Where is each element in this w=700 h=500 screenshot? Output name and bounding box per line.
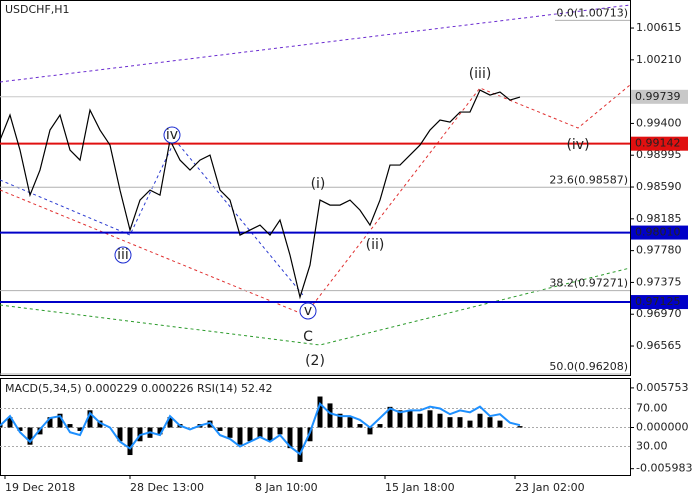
x-tick-label: 23 Jan 02:00: [515, 481, 585, 494]
macd-bar: [77, 427, 83, 431]
level-label: 0.98010: [635, 226, 681, 239]
x-tick-label: 28 Dec 13:00: [130, 481, 204, 494]
y-tick-label: 0.96565: [636, 339, 682, 352]
y-tick-label: 0.98590: [636, 180, 682, 193]
macd-bar: [467, 420, 473, 428]
y-tick-label: 0.96970: [636, 307, 682, 320]
y-tick-label: -0.005983: [636, 462, 692, 475]
level-box: [631, 136, 688, 151]
wave-label: (ii): [366, 237, 385, 253]
macd-bar: [327, 403, 333, 428]
trend-line: [0, 267, 631, 346]
macd-bar: [377, 424, 383, 428]
macd-bar: [367, 427, 373, 435]
y-tick-label: 1.00615: [636, 21, 682, 34]
macd-bar: [287, 427, 293, 449]
trend-line: [0, 84, 631, 316]
macd-bar: [7, 417, 13, 428]
macd-bar: [87, 410, 93, 428]
macd-bar: [167, 417, 173, 428]
macd-bar: [257, 427, 263, 438]
macd-bar: [407, 410, 413, 428]
level-label: 0.99142: [635, 137, 681, 150]
y-tick-label: 0.99400: [636, 116, 682, 129]
wave-label: iii: [117, 247, 129, 263]
y-tick-label: 0.98995: [636, 148, 682, 161]
wave-label: C: [303, 329, 313, 345]
wave-label: (iii): [469, 66, 492, 82]
y-tick-label: 0.005753: [636, 381, 689, 394]
fib-label: 23.6(0.98587): [549, 173, 628, 186]
macd-bar: [477, 413, 483, 428]
y-tick-label: 0.000000: [636, 421, 689, 434]
x-tick-label: 8 Jan 10:00: [255, 481, 318, 494]
y-tick-label: 0.97780: [636, 244, 682, 257]
level-box: [631, 295, 688, 310]
macd-bar: [267, 427, 273, 442]
wave-label: (i): [311, 176, 326, 192]
y-tick-label: 0.97375: [636, 275, 682, 288]
x-tick-label: 15 Jan 18:00: [385, 481, 455, 494]
fib-label: 38.2(0.97271): [549, 277, 628, 290]
level-box: [631, 89, 688, 104]
macd-bar: [437, 413, 443, 428]
macd-bar: [57, 413, 63, 428]
macd-bar: [227, 427, 233, 438]
wave-label: v: [304, 303, 312, 319]
price-line: [0, 89, 521, 300]
wave-labels: (iii) (iv) (i) (ii) iv iii v C (2): [114, 66, 590, 369]
indicator-title: MACD(5,34,5) 0.000229 0.000226 RSI(14) 5…: [5, 382, 272, 395]
y-tick-label: 1.00210: [636, 53, 682, 66]
macd-bar: [47, 417, 53, 428]
fib-label: 50.0(0.96208): [549, 360, 628, 373]
macd-bar: [397, 410, 403, 428]
macd-bar: [487, 417, 493, 428]
macd-bar: [217, 427, 223, 431]
y2-tick-label: 30.00: [636, 440, 668, 453]
wave-label: (iv): [566, 137, 589, 153]
macd-bar: [517, 426, 523, 428]
macd-bar: [157, 427, 163, 435]
macd-bar: [337, 413, 343, 428]
macd-bar: [127, 427, 133, 456]
wave-label: (2): [305, 353, 325, 369]
macd-bar: [97, 420, 103, 428]
y-tick-label: 0.98185: [636, 212, 682, 225]
macd-bar: [297, 427, 303, 462]
macd-bar: [357, 424, 363, 428]
trend-line: [0, 4, 631, 83]
macd-bar: [317, 396, 323, 428]
level-box: [631, 225, 688, 240]
wave-label: iv: [166, 127, 178, 143]
macd-bar: [247, 427, 253, 442]
macd-bar: [497, 420, 503, 428]
level-label: 0.99739: [635, 90, 681, 103]
chart-title: USDCHF,H1: [5, 3, 70, 16]
macd-bar: [347, 417, 353, 428]
macd-bar: [67, 424, 73, 428]
x-tick-label: 19 Dec 2018: [5, 481, 75, 494]
macd-bar: [427, 410, 433, 428]
wave-circle: [299, 302, 317, 320]
wave-circle: [163, 126, 181, 144]
macd-bar: [417, 413, 423, 428]
macd-bar: [277, 427, 283, 435]
rsi-line: [0, 401, 521, 456]
macd-bar: [117, 427, 123, 442]
level-label: 0.97125: [635, 295, 681, 308]
macd-bar: [237, 427, 243, 445]
fib-label: 0.0(1.00713): [556, 6, 628, 19]
wave-circle: [114, 246, 132, 264]
macd-bar: [17, 427, 23, 431]
macd-bar: [447, 417, 453, 428]
macd-bar: [387, 406, 393, 428]
y2-tick-label: 70.00: [636, 402, 668, 415]
macd-bar: [457, 417, 463, 428]
macd-bar: [27, 427, 33, 445]
